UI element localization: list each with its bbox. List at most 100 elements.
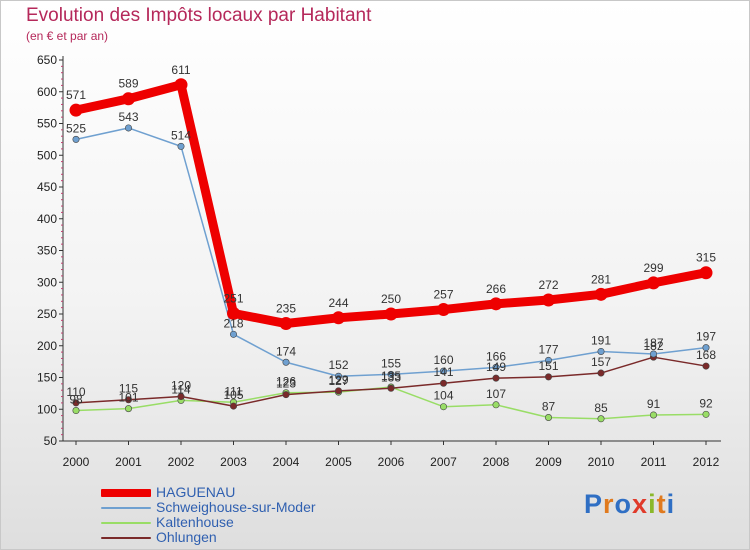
data-label-ohlungen: 123 (276, 377, 296, 391)
y-tick-label: 500 (37, 148, 57, 162)
data-point-kaltenhouse (649, 411, 657, 419)
data-point-kaltenhouse (492, 401, 500, 409)
data-point-schweighouse-sur-moder (282, 358, 290, 366)
data-point-haguenau (384, 307, 398, 321)
data-label-schweighouse-sur-moder: 543 (118, 110, 138, 124)
data-label-schweighouse-sur-moder: 191 (591, 333, 611, 347)
data-label-schweighouse-sur-moder: 166 (486, 349, 506, 363)
data-point-schweighouse-sur-moder (230, 330, 238, 338)
data-label-ohlungen: 120 (171, 379, 191, 393)
data-point-ohlungen (125, 396, 133, 404)
data-point-haguenau (699, 266, 713, 280)
data-label-ohlungen: 133 (381, 370, 401, 384)
data-label-haguenau: 244 (328, 296, 348, 310)
data-label-haguenau: 611 (171, 63, 190, 77)
data-label-haguenau: 235 (276, 302, 296, 316)
data-point-ohlungen (72, 399, 80, 407)
data-label-haguenau: 571 (66, 88, 86, 102)
x-tick-label: 2003 (220, 455, 247, 469)
y-tick-label: 300 (37, 275, 57, 289)
data-label-haguenau: 315 (696, 251, 716, 265)
x-tick-label: 2004 (273, 455, 300, 469)
data-label-kaltenhouse: 114 (171, 382, 190, 396)
data-point-ohlungen (544, 373, 552, 381)
y-tick-label: 250 (37, 307, 57, 321)
data-label-schweighouse-sur-moder: 155 (381, 356, 401, 370)
data-point-haguenau (332, 311, 345, 325)
data-label-kaltenhouse: 91 (647, 397, 661, 411)
data-label-haguenau: 266 (486, 282, 506, 296)
series-points (69, 78, 713, 423)
data-label-kaltenhouse: 111 (224, 384, 243, 398)
data-point-kaltenhouse (597, 415, 605, 423)
data-label-haguenau: 272 (538, 278, 558, 292)
chart-title: Evolution des Impôts locaux par Habitant (26, 5, 372, 26)
data-label-schweighouse-sur-moder: 177 (538, 342, 558, 356)
y-tick-label: 100 (37, 402, 57, 416)
x-tick-label: 2011 (641, 455, 667, 469)
data-label-ohlungen: 105 (223, 388, 243, 402)
data-label-kaltenhouse: 85 (594, 401, 608, 415)
series-line-schweighouse-sur-moder (75, 127, 707, 377)
chart-legend: HAGUENAU Schweighouse-sur-Moder Kaltenho… (101, 485, 316, 545)
legend-swatch-schweighouse (101, 506, 151, 509)
data-label-kaltenhouse: 98 (69, 393, 83, 407)
data-label-schweighouse-sur-moder: 160 (433, 353, 453, 367)
data-point-ohlungen (702, 362, 710, 370)
x-tick-label: 2012 (693, 455, 720, 469)
y-tick-label: 650 (37, 53, 57, 67)
data-label-kaltenhouse: 135 (381, 369, 401, 383)
data-point-haguenau (594, 287, 608, 301)
data-point-haguenau (279, 317, 293, 331)
logo-letter: o (614, 489, 633, 519)
data-label-ohlungen: 149 (486, 360, 506, 374)
y-tick-label: 150 (37, 371, 57, 385)
y-tick-label: 350 (37, 244, 57, 258)
logo-letter: P (584, 489, 604, 519)
data-label-ohlungen: 141 (433, 365, 453, 379)
data-point-haguenau (69, 103, 83, 117)
data-point-haguenau (122, 92, 135, 106)
legend-label-schweighouse: Schweighouse-sur-Moder (156, 499, 316, 515)
data-point-haguenau (542, 293, 555, 307)
data-point-schweighouse-sur-moder (387, 370, 395, 378)
legend-item-schweighouse: Schweighouse-sur-Moder (101, 500, 316, 515)
data-point-kaltenhouse (125, 405, 133, 413)
data-point-schweighouse-sur-moder (597, 347, 605, 355)
data-point-schweighouse-sur-moder (702, 344, 710, 352)
series-line-haguenau (71, 80, 711, 329)
data-point-kaltenhouse (439, 403, 447, 411)
data-label-kaltenhouse: 126 (276, 375, 296, 389)
data-point-haguenau (489, 297, 503, 311)
data-label-haguenau: 257 (433, 288, 453, 302)
data-label-haguenau: 250 (381, 292, 401, 306)
data-label-schweighouse-sur-moder: 152 (328, 358, 348, 372)
data-label-schweighouse-sur-moder: 514 (171, 128, 191, 142)
x-tick-label: 2006 (378, 455, 405, 469)
logo-letter: x (632, 489, 649, 519)
y-tick-label: 600 (37, 85, 57, 99)
data-point-haguenau (437, 303, 450, 317)
data-label-ohlungen: 115 (119, 382, 138, 396)
data-point-ohlungen (177, 393, 185, 401)
data-label-kaltenhouse: 87 (542, 400, 556, 414)
data-label-haguenau: 589 (118, 77, 138, 91)
data-label-ohlungen: 129 (328, 373, 348, 387)
data-point-ohlungen (282, 391, 290, 399)
data-point-schweighouse-sur-moder (544, 356, 552, 364)
data-point-kaltenhouse (702, 410, 710, 418)
data-point-schweighouse-sur-moder (492, 363, 500, 371)
legend-swatch-kaltenhouse (101, 521, 151, 524)
data-label-schweighouse-sur-moder: 218 (223, 316, 243, 330)
x-tick-label: 2002 (168, 455, 195, 469)
data-point-ohlungen (334, 387, 342, 395)
legend-swatch-haguenau (101, 488, 151, 497)
x-tick-label: 2005 (325, 455, 352, 469)
data-point-haguenau (174, 78, 188, 92)
x-tick-label: 2007 (430, 455, 457, 469)
y-tick-label: 550 (37, 117, 57, 131)
data-label-kaltenhouse: 92 (699, 396, 713, 410)
legend-item-kaltenhouse: Kaltenhouse (101, 515, 316, 530)
proxiti-logo: Proxiti (584, 489, 675, 520)
